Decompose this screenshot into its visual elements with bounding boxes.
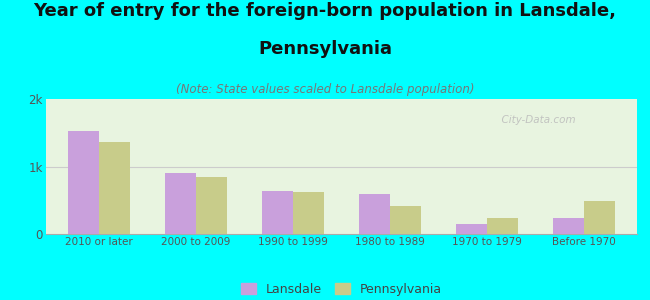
Bar xyxy=(99,142,130,234)
Bar xyxy=(552,218,584,234)
Bar xyxy=(68,131,99,234)
Bar xyxy=(164,173,196,234)
Bar xyxy=(390,206,421,234)
Bar xyxy=(292,192,324,234)
Text: Pennsylvania: Pennsylvania xyxy=(258,40,392,58)
Text: (Note: State values scaled to Lansdale population): (Note: State values scaled to Lansdale p… xyxy=(176,82,474,95)
Bar xyxy=(262,191,292,234)
Legend: Lansdale, Pennsylvania: Lansdale, Pennsylvania xyxy=(236,278,447,300)
Bar xyxy=(487,218,518,234)
Bar xyxy=(359,194,390,234)
Text: Year of entry for the foreign-born population in Lansdale,: Year of entry for the foreign-born popul… xyxy=(34,2,616,20)
Text: City-Data.com: City-Data.com xyxy=(495,115,576,125)
Bar xyxy=(196,177,227,234)
Bar xyxy=(456,224,487,234)
Bar xyxy=(584,201,615,234)
